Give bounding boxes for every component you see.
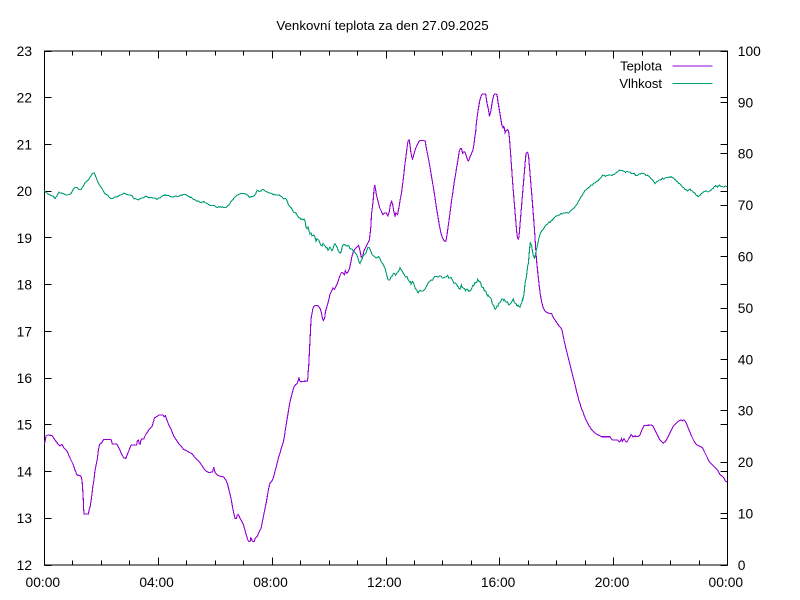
svg-text:21: 21 <box>17 137 32 152</box>
svg-text:12: 12 <box>17 558 32 573</box>
svg-text:16:00: 16:00 <box>481 575 516 590</box>
svg-text:14: 14 <box>17 464 33 479</box>
svg-text:13: 13 <box>17 511 33 526</box>
svg-text:70: 70 <box>738 198 754 213</box>
svg-text:Venkovní teplota za den 27.09.: Venkovní teplota za den 27.09.2025 <box>276 18 488 33</box>
svg-text:20: 20 <box>17 184 33 199</box>
svg-text:00:00: 00:00 <box>26 575 61 590</box>
svg-text:19: 19 <box>17 231 33 246</box>
svg-text:15: 15 <box>17 418 33 433</box>
svg-text:90: 90 <box>738 95 754 110</box>
svg-text:12:00: 12:00 <box>367 575 402 590</box>
svg-text:0: 0 <box>738 558 746 573</box>
svg-text:18: 18 <box>17 278 33 293</box>
svg-text:23: 23 <box>17 44 33 59</box>
svg-text:60: 60 <box>738 250 754 265</box>
svg-text:40: 40 <box>738 352 754 367</box>
svg-text:20:00: 20:00 <box>595 575 630 590</box>
svg-text:30: 30 <box>738 404 754 419</box>
svg-text:08:00: 08:00 <box>253 575 288 590</box>
svg-text:17: 17 <box>17 324 32 339</box>
svg-text:22: 22 <box>17 91 32 106</box>
svg-text:Vlhkost: Vlhkost <box>619 76 662 91</box>
svg-text:00:00: 00:00 <box>709 575 744 590</box>
svg-text:Teplota: Teplota <box>620 58 663 73</box>
svg-text:16: 16 <box>17 371 33 386</box>
svg-text:50: 50 <box>738 301 754 316</box>
svg-text:100: 100 <box>738 44 761 59</box>
svg-text:10: 10 <box>738 507 754 522</box>
svg-text:20: 20 <box>738 455 754 470</box>
svg-text:80: 80 <box>738 147 754 162</box>
svg-text:04:00: 04:00 <box>139 575 174 590</box>
